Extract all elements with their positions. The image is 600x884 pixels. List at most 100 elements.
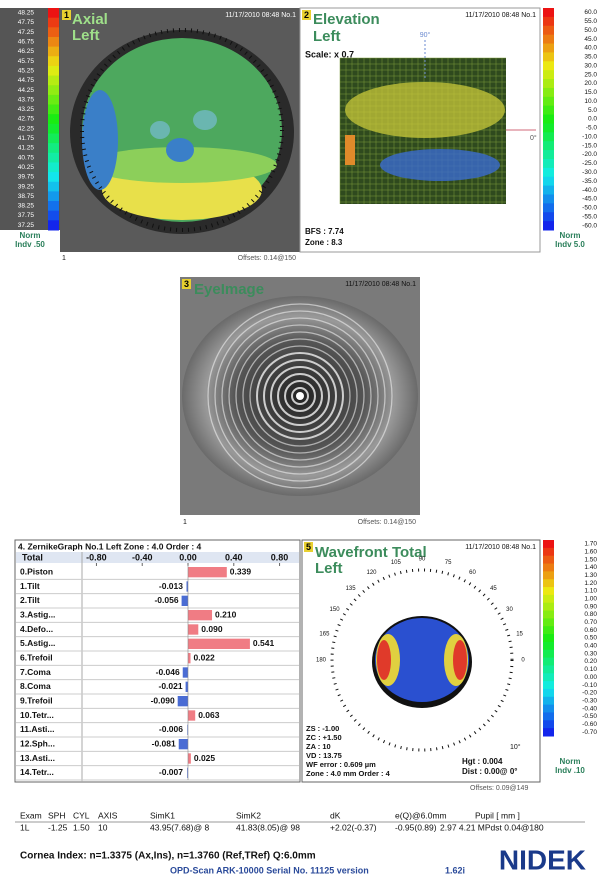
norm-label: Norm	[560, 231, 581, 240]
row-label: 1.Tilt	[20, 581, 40, 591]
bar	[182, 667, 188, 678]
scale-label: 1.60	[584, 548, 597, 555]
offsets: Offsets: 0.14@150	[358, 519, 416, 526]
value-label: 0.090	[201, 624, 223, 634]
scale-label: 40.25	[18, 164, 35, 171]
scale-swatch	[48, 191, 59, 202]
info-label: ZA : 10	[306, 742, 331, 751]
scale-swatch	[543, 673, 554, 682]
axial-ticks	[80, 28, 284, 232]
indv-label: Indv .10	[555, 766, 585, 775]
panel-number: 1	[64, 10, 69, 20]
timestamp: 11/17/2010 08:48 No.1	[465, 12, 536, 19]
scale-label: 37.25	[18, 222, 35, 229]
scale-label: 0.20	[584, 658, 597, 665]
x-tick-label: -0.80	[86, 552, 107, 562]
scale-swatch	[543, 563, 554, 572]
bar	[188, 567, 227, 578]
table-cell: 10	[98, 822, 108, 832]
timestamp: 11/17/2010 08:48 No.1	[225, 12, 296, 19]
ring	[242, 338, 358, 454]
scale-label: 1.50	[584, 556, 597, 563]
scale-label: -0.50	[582, 713, 597, 720]
scale-swatch	[543, 540, 554, 549]
bar	[181, 595, 188, 606]
info-label: WF error : 0.609 µm	[306, 760, 376, 769]
scale-label: 38.25	[18, 203, 35, 210]
row-label: 8.Coma	[20, 681, 51, 691]
scale-label: 43.25	[18, 106, 35, 113]
timestamp: 11/17/2010 08:48 No.1	[345, 281, 416, 288]
scale-label: 0.0	[588, 116, 597, 123]
elevation-low	[380, 149, 500, 181]
scale-label: 55.0	[584, 18, 597, 25]
scale-swatch	[543, 618, 554, 627]
angle-label: 45	[490, 586, 497, 592]
value-label: -0.007	[159, 767, 183, 777]
table-cell: 1.50	[73, 822, 90, 832]
row-label: 11.Asti...	[20, 724, 55, 734]
table-header: e(Q)@6.0mm	[395, 810, 447, 820]
elevation-edge	[345, 135, 355, 165]
scale-label: 0.50	[584, 635, 597, 642]
scale-label: 35.0	[584, 54, 597, 61]
scale-label: 0.70	[584, 619, 597, 626]
scale-label: 41.25	[18, 145, 35, 152]
x-tick-label: 0.00	[179, 552, 197, 562]
angle-label: 150	[330, 607, 341, 613]
scale-label: 1.10	[584, 588, 597, 595]
scale-swatch	[48, 56, 59, 67]
scale-swatch	[48, 220, 59, 231]
axial-map-light	[87, 147, 277, 183]
zernike-panel: 4. ZernikeGraph No.1 Left Zone : 4.0 Ord…	[14, 539, 301, 783]
scale-label: 25.0	[584, 71, 597, 78]
pupil-reflex	[296, 392, 304, 400]
scale-swatch	[48, 162, 59, 173]
wavefront-map	[375, 618, 469, 702]
device-info: OPD-Scan ARK-10000 Serial No. 11125 vers…	[170, 865, 369, 875]
table-cell: 2.97 4.21 MPdst 0.04@180	[440, 822, 544, 832]
panel-number-box	[182, 279, 191, 289]
row-label: 7.Coma	[20, 667, 51, 677]
scale-label: 60.0	[584, 9, 597, 16]
scale-swatch	[48, 27, 59, 38]
scale-label: 1.00	[584, 596, 597, 603]
scale-label: 42.25	[18, 125, 35, 132]
angle-label: 60	[469, 570, 476, 576]
scale-swatch	[543, 587, 554, 596]
scale-swatch	[543, 657, 554, 666]
angle-label: 90°	[420, 31, 431, 39]
scale-label: 39.75	[18, 174, 35, 181]
scale-swatch	[48, 143, 59, 154]
scale-swatch	[48, 123, 59, 134]
table-header: Pupil [ mm ]	[475, 810, 520, 820]
axial-panel: 1 Axial Left 11/17/2010 08:48 No.1 1 Off…	[15, 8, 300, 262]
panel-number: 2	[304, 10, 309, 20]
zone-label: Zone : 8.3	[305, 238, 343, 247]
scale-label: -45.0	[582, 196, 597, 203]
scale-swatch	[543, 105, 554, 116]
scale-swatch	[543, 203, 554, 213]
scale-label: 10.0	[584, 98, 597, 105]
scale-label: 0.90	[584, 603, 597, 610]
info-label: ZC : +1.50	[306, 733, 342, 742]
zernike-header-bg	[16, 552, 299, 563]
row-label: 12.Sph...	[20, 738, 55, 748]
row-label: 0.Piston	[20, 566, 53, 576]
scale-swatch	[48, 46, 59, 57]
bar	[188, 624, 199, 635]
wavefront-peak	[377, 640, 391, 680]
scale-swatch	[543, 221, 554, 231]
table-header: Exam	[20, 810, 42, 820]
scale-label: 0.40	[584, 643, 597, 650]
scale-label: 44.25	[18, 87, 35, 94]
scale-label: 39.25	[18, 183, 35, 190]
scale-swatch	[543, 141, 554, 151]
table-cell: 1L	[20, 822, 30, 832]
axial-map-blue	[82, 90, 118, 190]
value-label: -0.013	[159, 581, 183, 591]
scale-swatch	[543, 132, 554, 142]
scale-swatch	[48, 65, 59, 77]
scale-swatch	[543, 594, 554, 604]
